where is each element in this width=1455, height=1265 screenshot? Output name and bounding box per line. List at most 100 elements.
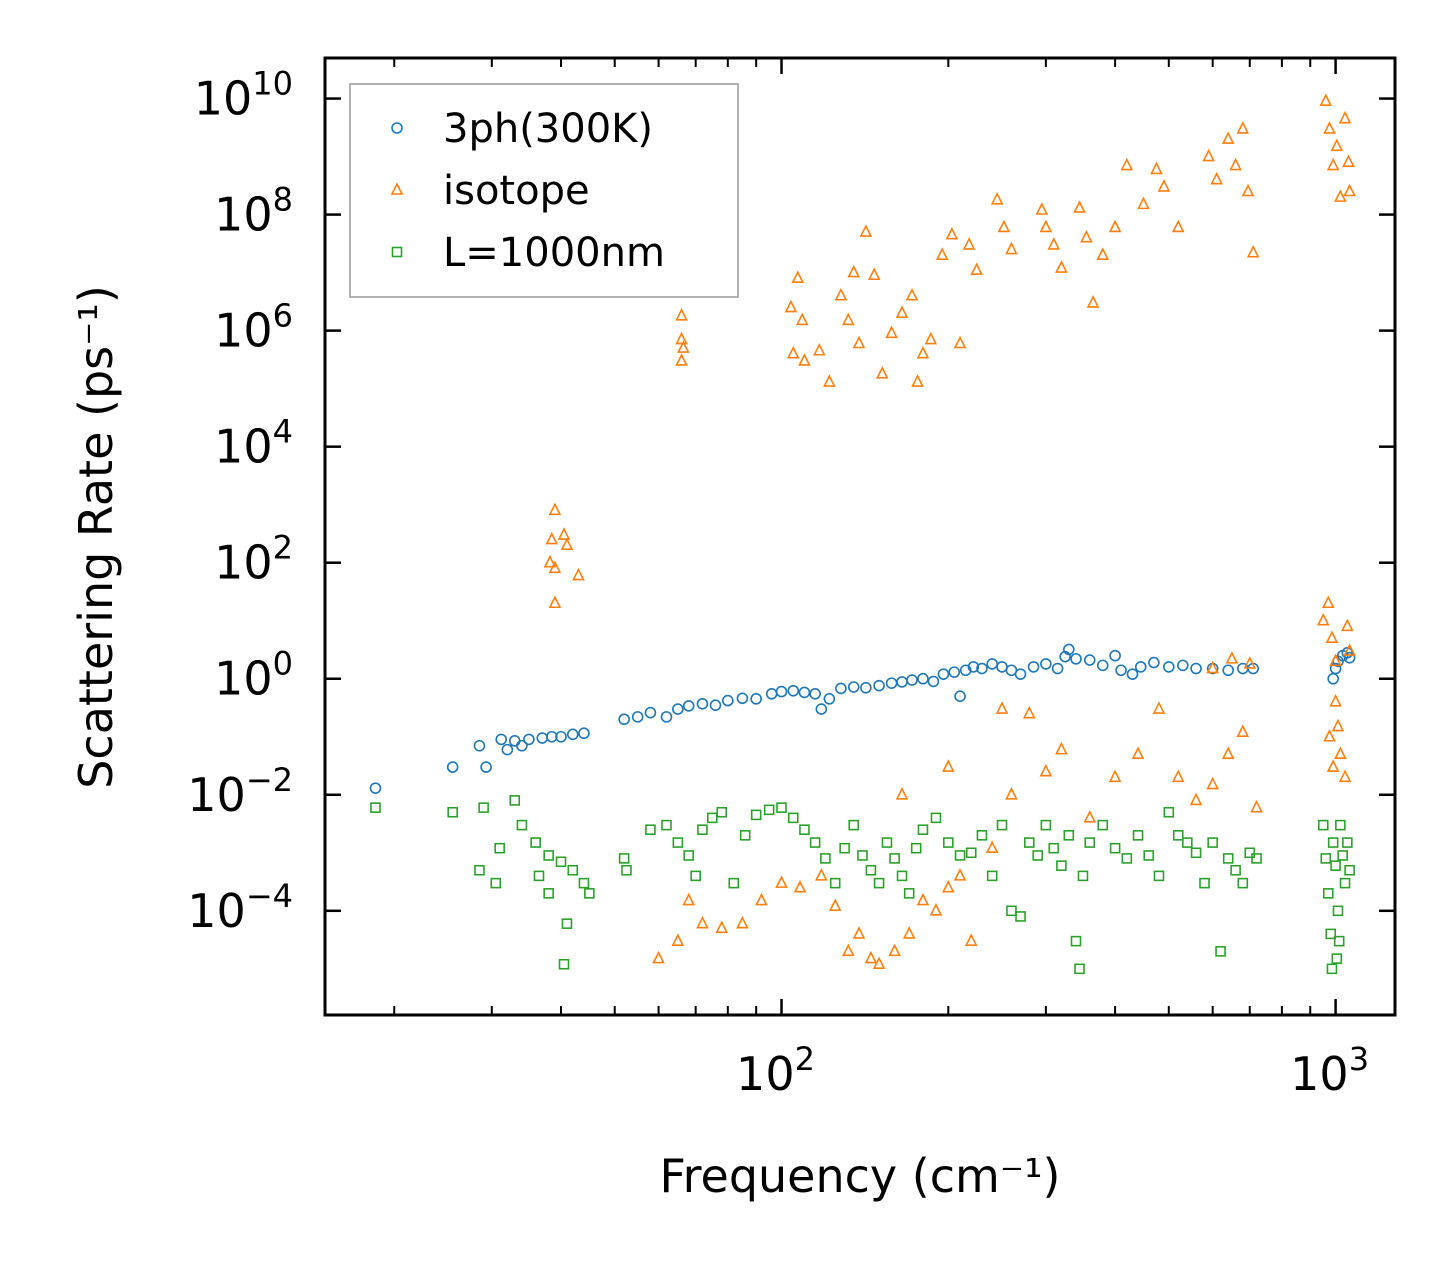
data-point — [370, 802, 381, 813]
data-point — [644, 706, 657, 719]
data-point — [478, 802, 489, 813]
data-point — [533, 870, 545, 882]
data-point — [722, 694, 734, 707]
data-point — [1032, 850, 1044, 861]
data-point — [885, 677, 898, 689]
data-point — [473, 739, 486, 752]
data-point — [584, 888, 595, 899]
data-point — [446, 761, 459, 773]
data-point — [1337, 850, 1349, 861]
data-point — [696, 697, 709, 710]
data-point — [787, 684, 800, 697]
data-point — [1048, 842, 1060, 854]
data-point — [1323, 728, 1336, 742]
data-point — [645, 824, 656, 836]
data-point — [775, 685, 788, 698]
data-point — [572, 567, 585, 581]
data-point — [976, 662, 988, 675]
data-point — [1230, 864, 1241, 876]
data-point — [798, 686, 811, 699]
y-tick-label: 102 — [214, 529, 293, 590]
data-point — [852, 335, 866, 349]
data-point — [671, 933, 685, 946]
data-point — [675, 353, 688, 366]
legend-marker-triangle — [390, 182, 404, 195]
data-point — [716, 806, 728, 818]
data-point — [1143, 850, 1155, 861]
data-point — [829, 877, 841, 889]
data-point — [896, 676, 908, 688]
data-point — [1221, 131, 1235, 144]
data-point — [927, 675, 940, 688]
data-point — [813, 342, 826, 356]
data-point — [996, 819, 1008, 831]
data-point — [881, 837, 893, 848]
data-point — [815, 868, 828, 881]
data-point — [1131, 746, 1145, 760]
data-point — [682, 700, 695, 712]
data-point — [1096, 659, 1109, 672]
data-point — [1341, 618, 1354, 632]
data-point — [1040, 658, 1052, 670]
data-point — [548, 560, 562, 574]
data-point — [1222, 664, 1235, 677]
data-point — [943, 837, 954, 848]
data-point — [1338, 110, 1352, 124]
data-point — [509, 795, 521, 806]
data-point — [1039, 763, 1053, 777]
data-point — [618, 853, 630, 864]
data-point — [842, 943, 855, 957]
y-tick-label: 10−4 — [187, 877, 293, 938]
data-point — [369, 782, 382, 794]
data-point — [1039, 219, 1053, 233]
data-point — [1027, 661, 1040, 673]
data-point — [1339, 877, 1351, 889]
data-point — [795, 312, 809, 326]
data-point — [873, 877, 885, 889]
data-point — [911, 374, 924, 387]
data-point — [621, 864, 632, 876]
data-point — [889, 853, 900, 864]
data-point — [1083, 654, 1096, 666]
data-point — [793, 879, 807, 893]
data-point — [508, 735, 521, 747]
data-point — [1055, 741, 1068, 755]
data-point — [567, 864, 579, 876]
data-point — [776, 802, 787, 813]
data-point — [1322, 888, 1334, 899]
data-point — [675, 308, 688, 321]
data-point — [896, 870, 908, 882]
data-point — [1171, 219, 1185, 233]
data-point — [1051, 662, 1064, 675]
data-point — [1022, 705, 1036, 719]
data-point — [1014, 668, 1027, 680]
data-point — [672, 703, 684, 715]
data-point — [1243, 656, 1257, 669]
legend-label: L=1000nm — [443, 230, 665, 276]
data-point — [888, 943, 901, 957]
data-point — [775, 875, 788, 888]
data-point — [948, 666, 961, 678]
data-point — [787, 812, 799, 824]
data-point — [557, 527, 571, 540]
data-point — [1073, 200, 1086, 213]
data-point — [1108, 219, 1122, 233]
y-tick-labels: 10−4 10−2 100 102 104 106 108 1010 — [187, 65, 293, 938]
data-point — [917, 672, 929, 685]
data-point — [1334, 746, 1347, 760]
data-point — [1332, 905, 1344, 917]
data-point — [1137, 196, 1150, 210]
data-point — [895, 786, 909, 800]
data-point — [823, 374, 836, 387]
data-point — [543, 888, 554, 899]
data-point — [1207, 837, 1218, 848]
data-point — [1077, 870, 1089, 882]
data-point — [809, 687, 821, 700]
data-point — [739, 830, 751, 841]
data-point — [1040, 819, 1052, 831]
data-point — [1335, 819, 1346, 831]
data-point — [578, 877, 590, 889]
data-point — [1221, 746, 1235, 760]
data-point — [1148, 656, 1160, 669]
